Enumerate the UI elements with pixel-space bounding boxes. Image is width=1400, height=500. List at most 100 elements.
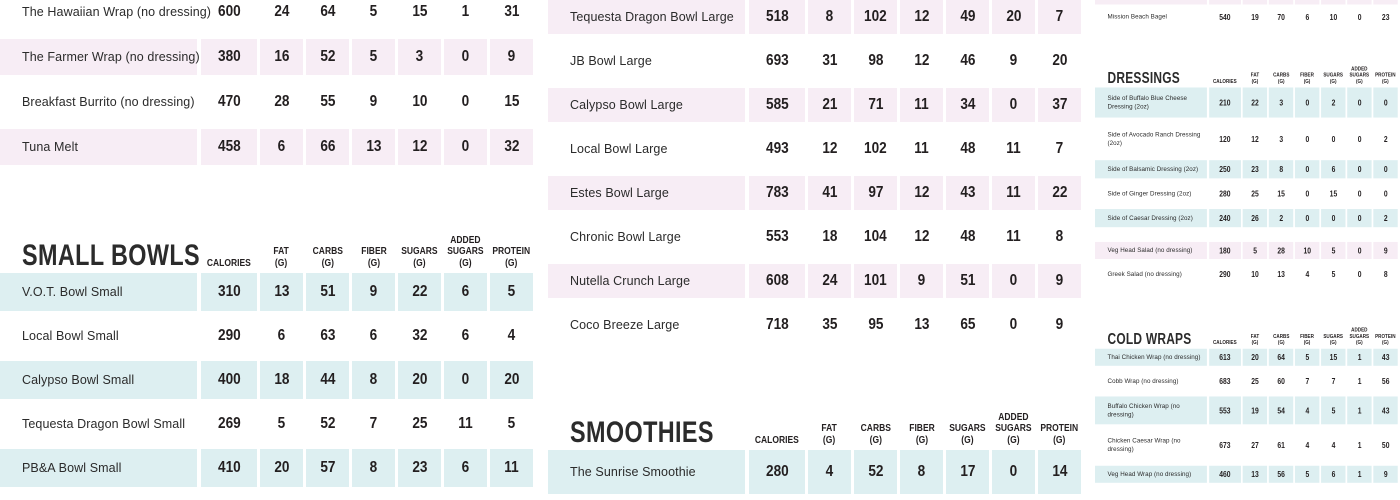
sugars-value: 0 bbox=[1321, 209, 1346, 228]
protein-value: 32 bbox=[490, 129, 533, 165]
table-row: Breakfast Burrito (no dressing) 470 28 55 9 1… bbox=[0, 84, 537, 120]
sugars-value bbox=[1321, 0, 1346, 5]
column-header-label: FAT (G) bbox=[273, 246, 290, 269]
carbs-value: 52 bbox=[319, 415, 336, 432]
sugars-value: 49 bbox=[946, 0, 989, 34]
protein-value: 43 bbox=[1373, 396, 1398, 425]
calories-column-header: CALORIES bbox=[201, 258, 257, 272]
carbs-value: 101 bbox=[854, 264, 897, 298]
calories-column-header: CALORIES bbox=[1209, 340, 1241, 347]
item-name: PB&A Bowl Small bbox=[0, 449, 197, 487]
fiber-value: 5 bbox=[1294, 465, 1320, 483]
column-header-label: CALORIES bbox=[755, 434, 799, 446]
fat-value: 12 bbox=[1251, 134, 1259, 144]
sugars-value: 32 bbox=[411, 327, 428, 344]
calories-value: 310 bbox=[201, 273, 257, 311]
carbs-value: 52 bbox=[854, 450, 897, 494]
added-sugars-value: 0 bbox=[461, 93, 470, 110]
fiber-value: 4 bbox=[1305, 440, 1310, 450]
carbs-value: 63 bbox=[319, 327, 336, 344]
calories-value: 693 bbox=[765, 52, 789, 69]
calories-value: 410 bbox=[201, 449, 257, 487]
sugars-value: 20 bbox=[398, 361, 441, 399]
carbs-column-header: CARBS (G) bbox=[306, 246, 349, 271]
calories-value: 458 bbox=[201, 129, 257, 165]
added-sugars-value: 0 bbox=[1357, 134, 1362, 144]
table-row: Chronic Bowl Large 553 18 104 12 48 11 8 bbox=[548, 220, 1085, 254]
smoothies-table: SMOOTHIES CALORIES FAT (G) CARBS (G) FIBER (G) S… bbox=[548, 394, 1085, 494]
protein-value: 15 bbox=[503, 93, 520, 110]
item-name: Tuna Melt bbox=[0, 129, 197, 165]
fiber-value: 0 bbox=[1305, 189, 1310, 199]
carbs-value: 97 bbox=[854, 176, 897, 210]
fat-value: 4 bbox=[808, 450, 851, 494]
table-header: SMOOTHIES CALORIES FAT (G) CARBS (G) FIBER (G) S… bbox=[548, 394, 1085, 448]
section-title-cell: SMOOTHIES bbox=[548, 417, 745, 449]
calories-value bbox=[1209, 0, 1241, 5]
carbs-value: 64 bbox=[1268, 348, 1294, 366]
calories-value: 400 bbox=[201, 361, 257, 399]
protein-value: 5 bbox=[507, 415, 516, 432]
added-sugars-value: 0 bbox=[444, 129, 487, 165]
carbs-value: 64 bbox=[319, 3, 336, 20]
protein-value: 8 bbox=[1383, 269, 1388, 279]
calories-value: 120 bbox=[1219, 134, 1231, 144]
column-header-label: CARBS (G) bbox=[1272, 333, 1290, 346]
sugars-value: 15 bbox=[1329, 189, 1338, 199]
carbs-value: 71 bbox=[854, 88, 897, 122]
column-header-label: ADDED SUGARS (G) bbox=[447, 234, 484, 269]
sugars-value: 7 bbox=[1331, 376, 1336, 386]
sugars-value: 15 bbox=[1321, 348, 1346, 366]
carbs-value: 104 bbox=[864, 228, 887, 245]
calories-value: 280 bbox=[749, 450, 805, 494]
fat-value: 6 bbox=[277, 327, 286, 344]
column-header-label: FIBER (G) bbox=[360, 246, 387, 269]
fat-value: 13 bbox=[260, 273, 303, 311]
fiber-value: 10 bbox=[1294, 241, 1320, 260]
carbs-value: 44 bbox=[306, 361, 349, 399]
section-title: DRESSINGS bbox=[1107, 69, 1180, 87]
column-header-label: CARBS (G) bbox=[860, 423, 891, 446]
item-name: V.O.T. Bowl Small bbox=[0, 273, 197, 311]
fiber-value: 0 bbox=[1294, 87, 1320, 118]
protein-value bbox=[1373, 0, 1398, 5]
sugars-value: 22 bbox=[398, 273, 441, 311]
fiber-value: 4 bbox=[1294, 396, 1320, 425]
item-name: The Farmer Wrap (no dressing) bbox=[0, 39, 200, 75]
item-name: Local Bowl Small bbox=[22, 329, 119, 343]
added-sugars-value: 11 bbox=[1006, 140, 1021, 157]
column-header-label: FAT (G) bbox=[1250, 333, 1260, 346]
carbs-value: 102 bbox=[854, 0, 897, 34]
section-title: COLD WRAPS bbox=[1107, 330, 1192, 348]
column-header-label: PROTEIN (G) bbox=[492, 246, 531, 269]
table-header: DRESSINGS CALORIES FAT (G) CARBS (G) FIBER (G) S… bbox=[1095, 56, 1400, 87]
sugars-value: 5 bbox=[1331, 269, 1336, 279]
table-row: Side of Caesar Dressing (2oz) 240 26 2 0 0 0 2 bbox=[1095, 209, 1400, 228]
added-sugars-value: 1 bbox=[461, 3, 470, 20]
item-name: Tequesta Dragon Bowl Small bbox=[22, 417, 186, 431]
table-row: Tequesta Dragon Bowl Large 518 8 102 12 49 20 7 bbox=[548, 0, 1085, 34]
item-name: Nutella Crunch Large bbox=[548, 264, 745, 298]
fat-value: 31 bbox=[821, 52, 838, 69]
fiber-value: 9 bbox=[900, 264, 943, 298]
right-column-content: Mission Beach Bagel 540 19 70 6 10 0 23 DRESSIN… bbox=[1095, 0, 1400, 483]
table-row: Buffalo Chicken Wrap (no dressing) 553 19 5… bbox=[1095, 396, 1400, 425]
column-header-label: FAT (G) bbox=[1250, 72, 1260, 85]
fiber-column-header: FIBER (G) bbox=[1295, 334, 1319, 348]
table-row: PB&A Bowl Small 410 20 57 8 23 6 11 bbox=[0, 449, 537, 487]
sugars-value: 15 bbox=[411, 3, 428, 20]
calories-column-header: CALORIES bbox=[1209, 78, 1241, 86]
table-row: Greek Salad (no dressing) 290 10 13 4 5 0 8 bbox=[1095, 266, 1400, 283]
table-row: The Sunrise Smoothie 280 4 52 8 17 0 14 bbox=[548, 450, 1085, 494]
item-name: Chicken Caesar Wrap (no dressing) bbox=[1107, 437, 1181, 453]
added-sugars-value: 0 bbox=[1357, 12, 1362, 22]
added-sugars-value: 0 bbox=[1357, 269, 1362, 279]
sugars-value: 25 bbox=[411, 415, 428, 432]
item-name: Calypso Bowl Small bbox=[0, 361, 197, 399]
calories-value: 290 bbox=[1219, 269, 1231, 279]
fiber-value: 0 bbox=[1294, 209, 1320, 228]
table-row: Side of Balsamic Dressing (2oz) 250 23 8 0 6 0… bbox=[1095, 160, 1400, 179]
sugars-value: 17 bbox=[946, 450, 989, 494]
carbs-value: 15 bbox=[1277, 189, 1285, 199]
fiber-value: 13 bbox=[913, 316, 930, 333]
